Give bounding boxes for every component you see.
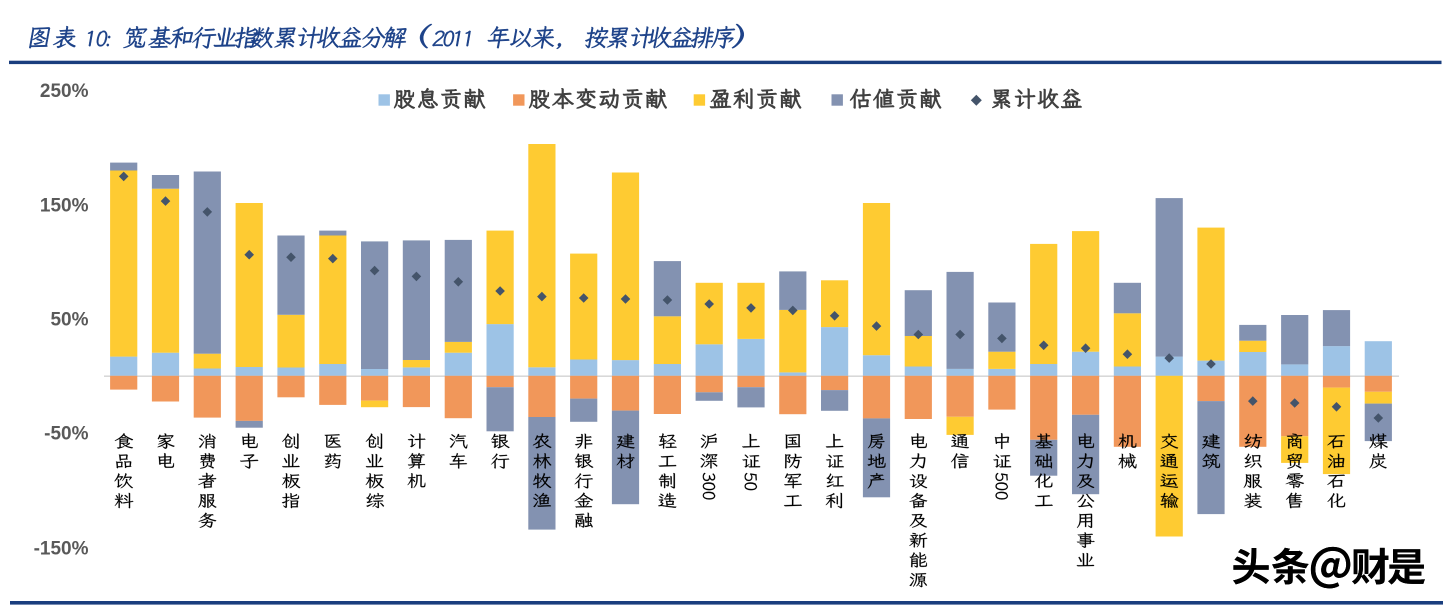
svg-text:250%: 250%: [40, 81, 89, 102]
svg-text:150%: 150%: [40, 196, 89, 217]
svg-text:50%: 50%: [50, 310, 88, 331]
svg-text:-50%: -50%: [44, 424, 88, 445]
svg-text:-150%: -150%: [34, 539, 89, 560]
